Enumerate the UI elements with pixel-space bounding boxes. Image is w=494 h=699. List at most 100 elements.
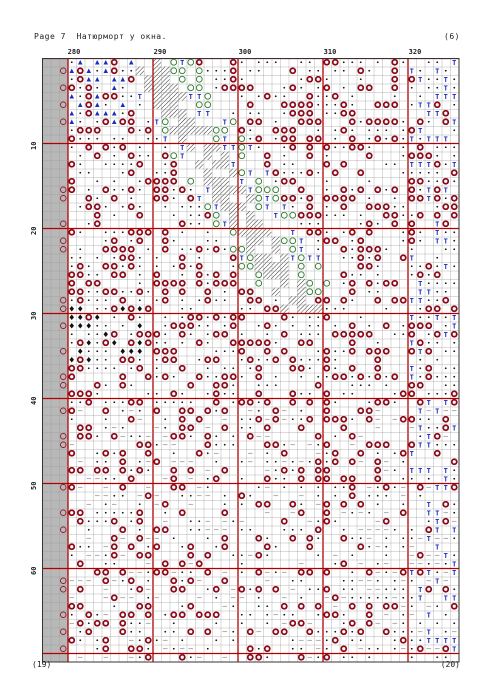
- row-label-20: 20: [30, 226, 38, 235]
- svg-text:T: T: [180, 59, 184, 67]
- footer-right-page: (20): [440, 660, 460, 669]
- svg-text:T: T: [435, 135, 439, 143]
- svg-text:T: T: [435, 407, 439, 415]
- svg-text:T: T: [435, 110, 439, 118]
- grid-lines: [42, 57, 460, 663]
- svg-text:T: T: [435, 543, 439, 551]
- grid-cells: T TT TT TTT T T T T TT TT T T TT T TTT T T T T TT T T TTT T T T TT…: [42, 58, 458, 662]
- svg-text:T: T: [452, 424, 456, 432]
- svg-text:T: T: [410, 297, 414, 305]
- svg-text:T: T: [180, 152, 184, 160]
- svg-text:T: T: [435, 67, 439, 75]
- svg-text:T: T: [444, 467, 448, 475]
- svg-text:T: T: [427, 161, 431, 169]
- svg-text:T: T: [189, 93, 193, 101]
- page-header-number: (6): [444, 32, 460, 41]
- svg-text:T: T: [197, 110, 201, 118]
- svg-text:T: T: [282, 203, 286, 211]
- column-label-310: 310: [323, 48, 337, 56]
- svg-text:T: T: [231, 144, 235, 152]
- svg-text:T: T: [435, 518, 439, 526]
- svg-text:T: T: [427, 135, 431, 143]
- svg-text:T: T: [231, 161, 235, 169]
- svg-text:T: T: [410, 450, 414, 458]
- row-label-50: 50: [30, 481, 38, 490]
- svg-text:T: T: [308, 254, 312, 262]
- svg-text:T: T: [444, 594, 448, 602]
- svg-text:T: T: [410, 467, 414, 475]
- svg-text:T: T: [206, 110, 210, 118]
- svg-text:T: T: [418, 76, 422, 84]
- svg-text:T: T: [444, 237, 448, 245]
- svg-text:T: T: [240, 178, 244, 186]
- column-label-300: 300: [238, 48, 252, 56]
- svg-text:T: T: [265, 203, 269, 211]
- svg-text:T: T: [427, 509, 431, 517]
- svg-text:T: T: [435, 484, 439, 492]
- svg-text:T: T: [223, 220, 227, 228]
- svg-text:T: T: [248, 169, 252, 177]
- svg-text:T: T: [444, 76, 448, 84]
- svg-text:T: T: [435, 526, 439, 534]
- svg-text:T: T: [452, 569, 456, 577]
- svg-text:T: T: [435, 577, 439, 585]
- svg-text:T: T: [435, 237, 439, 245]
- svg-text:T: T: [444, 637, 448, 645]
- svg-text:T: T: [418, 348, 422, 356]
- svg-text:T: T: [452, 526, 456, 534]
- svg-text:T: T: [155, 118, 159, 126]
- svg-text:T: T: [435, 229, 439, 237]
- svg-text:T: T: [418, 161, 422, 169]
- svg-text:T: T: [452, 645, 456, 653]
- svg-text:T: T: [418, 586, 422, 594]
- row-label-30: 30: [30, 311, 38, 320]
- svg-text:T: T: [435, 93, 439, 101]
- svg-text:T: T: [444, 331, 448, 339]
- svg-text:T: T: [410, 254, 414, 262]
- svg-text:T: T: [410, 339, 414, 347]
- svg-text:T: T: [427, 628, 431, 636]
- column-label-320: 320: [408, 48, 422, 56]
- svg-text:T: T: [248, 186, 252, 194]
- svg-text:T: T: [316, 254, 320, 262]
- svg-text:T: T: [410, 365, 414, 373]
- svg-text:T: T: [452, 93, 456, 101]
- svg-text:T: T: [223, 144, 227, 152]
- svg-text:T: T: [223, 135, 227, 143]
- svg-text:T: T: [410, 373, 414, 381]
- grid-border: [42, 58, 460, 663]
- footer-left-page: (19): [32, 660, 52, 669]
- svg-text:T: T: [452, 161, 456, 169]
- svg-text:T: T: [214, 203, 218, 211]
- svg-text:T: T: [206, 186, 210, 194]
- svg-text:T: T: [427, 441, 431, 449]
- svg-text:T: T: [418, 594, 422, 602]
- svg-text:T: T: [427, 467, 431, 475]
- svg-text:T: T: [265, 195, 269, 203]
- svg-text:T: T: [452, 594, 456, 602]
- svg-text:T: T: [418, 101, 422, 109]
- svg-text:T: T: [299, 237, 303, 245]
- svg-text:T: T: [427, 399, 431, 407]
- svg-text:T: T: [418, 288, 422, 296]
- svg-text:T: T: [291, 254, 295, 262]
- svg-text:T: T: [444, 552, 448, 560]
- svg-text:T: T: [444, 84, 448, 92]
- svg-text:T: T: [248, 144, 252, 152]
- svg-text:T: T: [180, 144, 184, 152]
- svg-text:T: T: [452, 59, 456, 67]
- svg-text:T: T: [163, 135, 167, 143]
- svg-text:T: T: [418, 424, 422, 432]
- svg-text:T: T: [444, 399, 448, 407]
- svg-text:T: T: [427, 101, 431, 109]
- svg-text:T: T: [410, 161, 414, 169]
- svg-text:T: T: [444, 475, 448, 483]
- svg-text:T: T: [427, 611, 431, 619]
- svg-text:T: T: [299, 246, 303, 254]
- svg-text:T: T: [410, 135, 414, 143]
- svg-text:T: T: [291, 229, 295, 237]
- svg-text:T: T: [418, 297, 422, 305]
- svg-text:T: T: [452, 314, 456, 322]
- svg-text:T: T: [435, 220, 439, 228]
